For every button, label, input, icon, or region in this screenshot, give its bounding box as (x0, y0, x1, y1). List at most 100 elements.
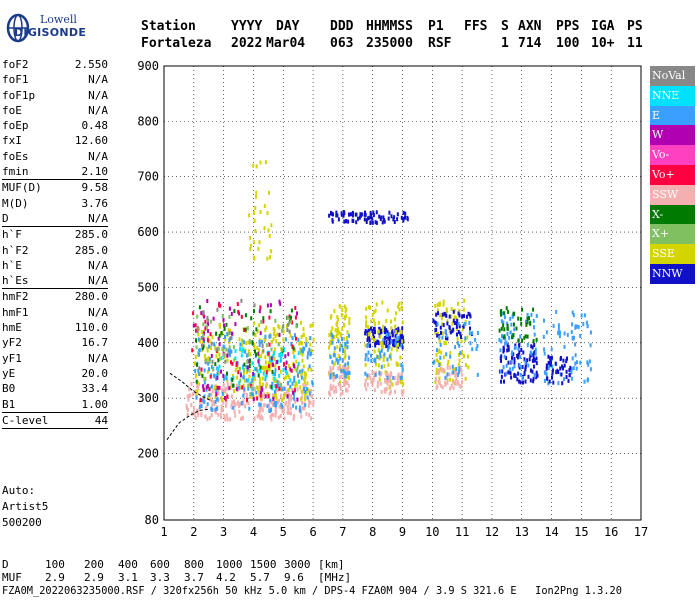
data-point (226, 378, 229, 383)
data-point (298, 405, 301, 410)
data-point (328, 345, 330, 350)
data-point (270, 339, 273, 344)
data-point (200, 311, 203, 316)
data-point (192, 405, 195, 410)
data-point (271, 381, 274, 386)
data-point (244, 404, 247, 409)
data-point (261, 376, 264, 381)
data-point (388, 337, 391, 342)
data-point (547, 365, 550, 370)
data-point (311, 381, 314, 386)
data-point (512, 352, 515, 357)
x-tick-label: 14 (544, 525, 558, 539)
data-point (282, 396, 285, 401)
data-point (505, 340, 508, 345)
data-point (505, 356, 508, 361)
param-value: N/A (88, 103, 108, 117)
data-point (287, 407, 290, 412)
header-label-7: S (501, 19, 509, 34)
data-point (440, 330, 442, 335)
data-point (379, 330, 381, 335)
data-point (337, 217, 340, 222)
data-point (339, 343, 342, 348)
data-point (261, 416, 264, 421)
y-tick-label: 500 (137, 280, 159, 294)
data-point (468, 320, 471, 325)
data-point (563, 363, 566, 368)
data-point (437, 311, 439, 316)
data-point (333, 389, 336, 394)
param-name: hmF1 (2, 305, 29, 319)
data-point (333, 346, 336, 351)
data-point (345, 307, 348, 312)
data-point (271, 369, 274, 374)
x-tick-label: 6 (309, 525, 316, 539)
data-point (340, 313, 343, 317)
data-point (385, 387, 388, 392)
data-point (261, 382, 264, 387)
data-point (280, 382, 282, 387)
data-point (270, 249, 273, 254)
data-point (258, 323, 261, 328)
data-point (282, 367, 285, 372)
data-point (214, 399, 217, 404)
data-point (371, 216, 374, 221)
data-point (232, 345, 235, 349)
param-row: hmF1 N/A (2, 305, 108, 320)
data-point (302, 364, 305, 369)
data-point (186, 394, 189, 399)
footer-distance-value: 200 (84, 558, 104, 571)
data-point (549, 362, 552, 367)
data-point (452, 367, 455, 372)
data-point (273, 394, 276, 399)
data-point (242, 401, 245, 406)
data-point (458, 343, 461, 348)
data-point (446, 336, 449, 341)
data-point (475, 347, 478, 351)
data-point (281, 398, 283, 403)
data-point (439, 342, 442, 347)
data-point (267, 351, 270, 356)
data-point (293, 413, 296, 418)
data-point (300, 373, 303, 378)
data-point (474, 337, 477, 342)
data-point (328, 370, 331, 375)
param-row: foF2 2.550 (2, 57, 108, 72)
data-point (297, 362, 300, 366)
data-point (259, 390, 262, 395)
data-point (258, 240, 261, 245)
data-point (286, 315, 289, 320)
data-point (222, 377, 225, 382)
data-point (532, 376, 535, 381)
data-point (519, 334, 522, 339)
data-point (197, 332, 200, 337)
autoscale-code: 500200 (2, 516, 42, 529)
data-point (530, 344, 533, 349)
data-point (260, 339, 263, 344)
data-point (465, 363, 467, 368)
data-point (266, 256, 269, 261)
header-value-9: 10+ (591, 36, 615, 51)
data-point (242, 393, 245, 398)
data-point (546, 376, 549, 381)
data-point (259, 382, 262, 387)
data-point (258, 402, 261, 407)
param-row: B1 1.00 (2, 397, 108, 413)
data-point (451, 329, 454, 334)
data-point (476, 372, 479, 377)
data-point (562, 358, 565, 363)
data-point (307, 367, 310, 372)
data-point (439, 301, 442, 306)
data-point (378, 356, 381, 361)
data-point (274, 393, 277, 398)
data-point (246, 378, 248, 383)
data-point (200, 330, 203, 334)
data-point (309, 323, 312, 328)
data-point (522, 380, 524, 385)
data-point (230, 383, 233, 387)
data-point (382, 215, 385, 220)
data-point (524, 379, 527, 384)
data-point (524, 334, 527, 339)
data-point (559, 357, 562, 362)
data-point (283, 362, 286, 367)
